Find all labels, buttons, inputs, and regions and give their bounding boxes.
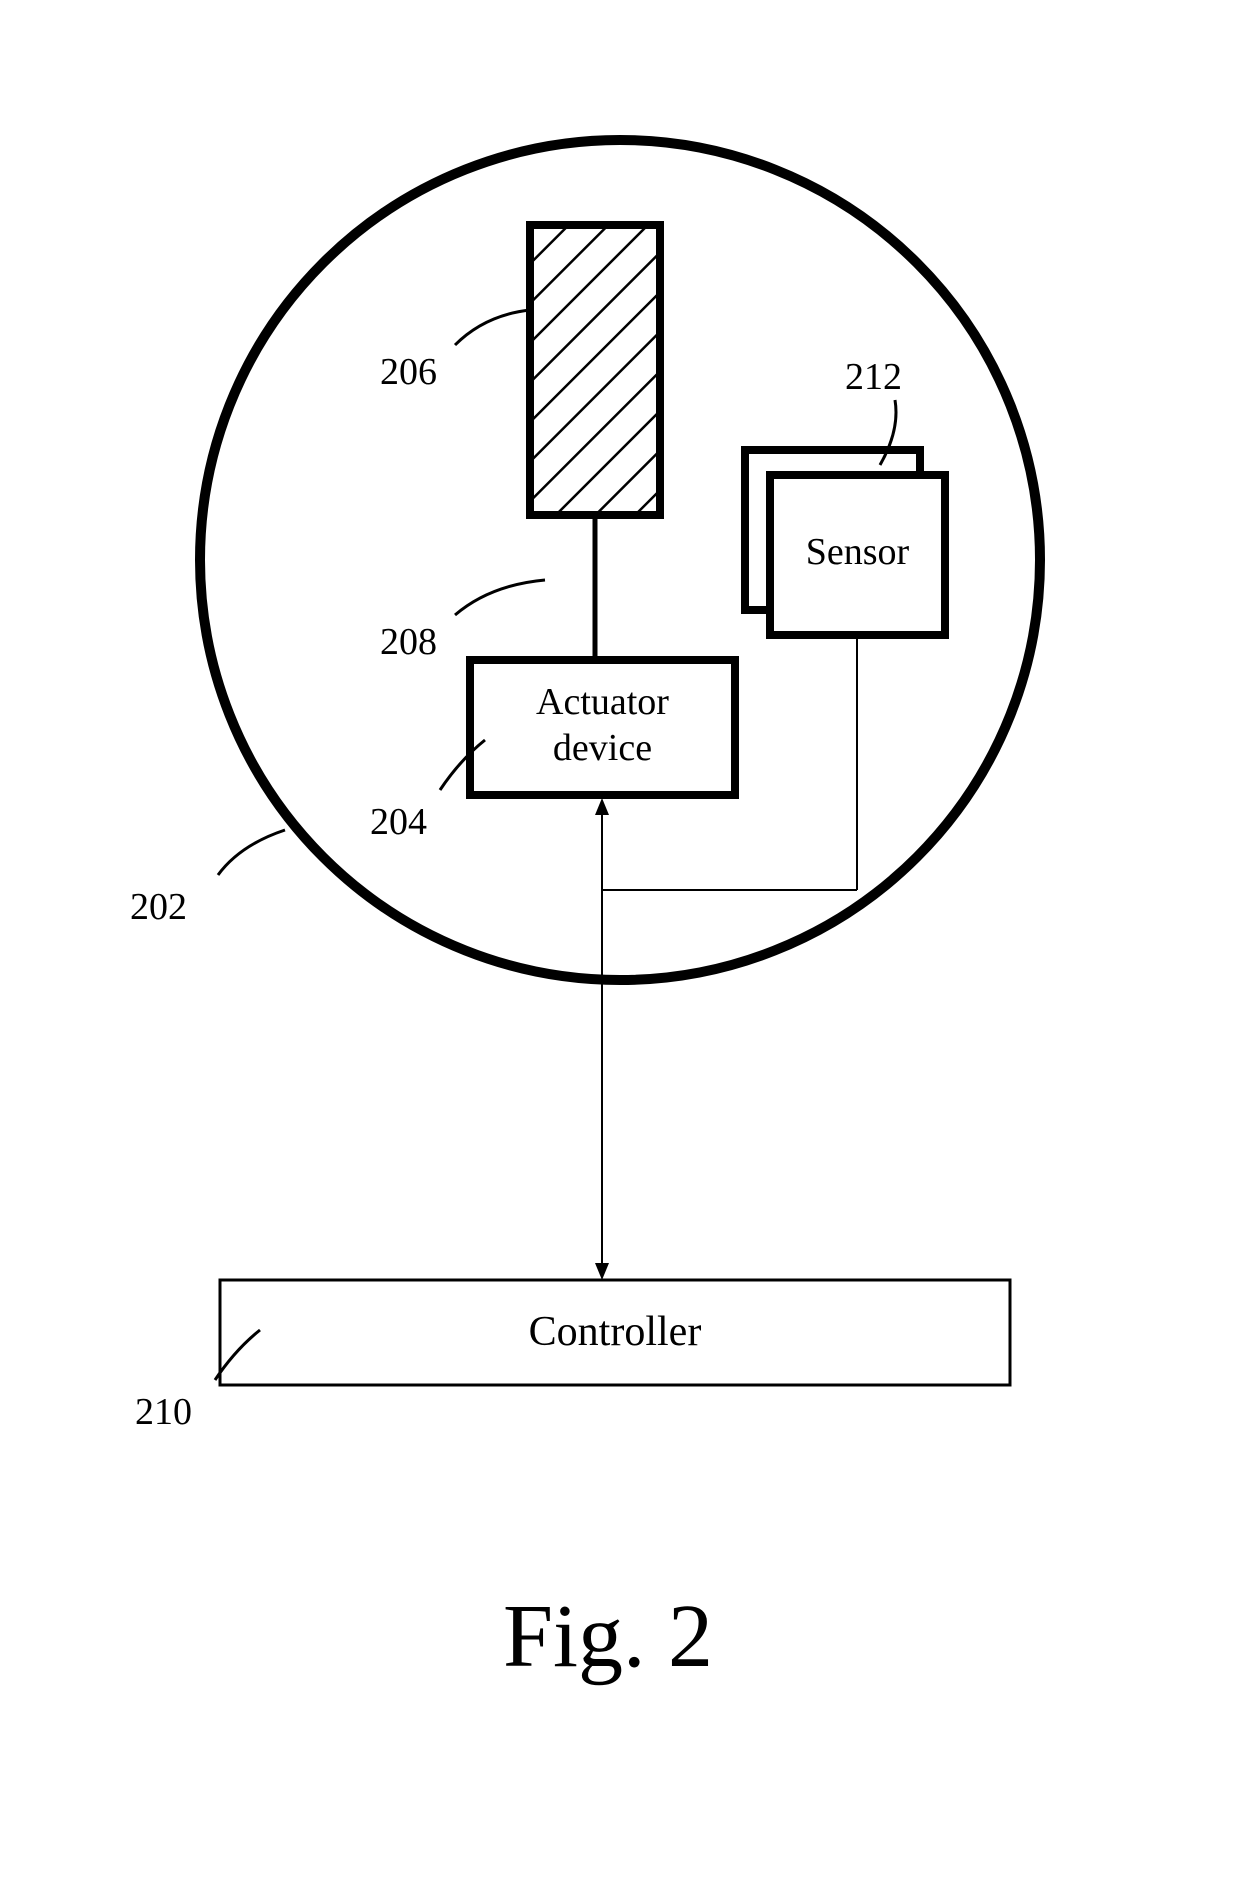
ref-206-text: 206 [380,351,437,393]
figure-caption-text: Fig. 2 [503,1587,713,1686]
leader-202 [218,830,285,875]
ref-208-text: 208 [380,621,437,663]
diagram-container: Actuator device Sensor Controller 202 20… [0,0,1240,1877]
actuator-label: Actuator device [470,680,735,771]
sensor-label: Sensor [770,530,945,574]
ref-204-text: 204 [370,801,427,843]
ref-212: 212 [845,355,902,399]
controller-label: Controller [220,1308,1010,1356]
leader-208 [455,580,545,615]
ref-202: 202 [130,885,187,929]
ref-204: 204 [370,800,427,844]
hatched-box [530,225,660,515]
leader-206 [455,310,530,345]
figure-caption: Fig. 2 [503,1585,713,1688]
ref-210-text: 210 [135,1391,192,1433]
sensor-text: Sensor [806,531,909,573]
arrow-down [595,1263,609,1280]
ref-206: 206 [380,350,437,394]
ref-210: 210 [135,1390,192,1434]
actuator-text: Actuator device [536,681,669,769]
ref-202-text: 202 [130,886,187,928]
ref-212-text: 212 [845,356,902,398]
controller-text: Controller [529,1309,702,1355]
ref-208: 208 [380,620,437,664]
arrow-up [595,798,609,815]
